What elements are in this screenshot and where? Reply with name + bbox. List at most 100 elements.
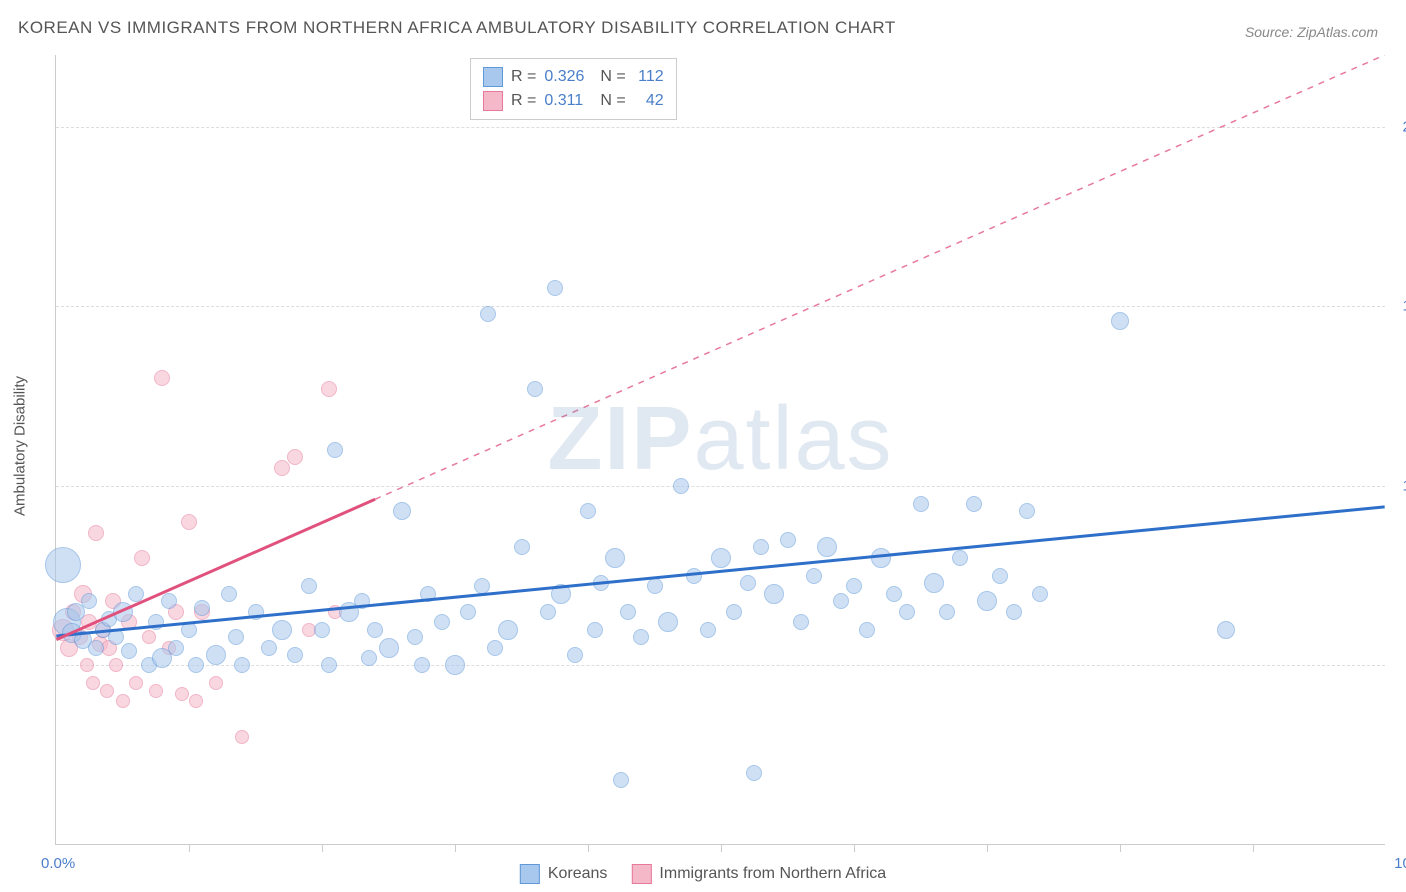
korean-point <box>248 604 264 620</box>
naf-trend-line-dashed <box>375 55 1385 499</box>
korean-point <box>379 638 399 658</box>
korean-point <box>514 539 530 555</box>
r-value: 0.326 <box>544 68 592 86</box>
korean-point <box>859 622 875 638</box>
legend-swatch <box>631 864 651 884</box>
korean-point <box>161 593 177 609</box>
korean-point <box>498 620 518 640</box>
korean-point <box>871 548 891 568</box>
korean-point <box>753 539 769 555</box>
korean-point <box>113 602 133 622</box>
naf-point <box>209 676 223 690</box>
naf-point <box>154 370 170 386</box>
korean-point <box>846 578 862 594</box>
naf-point <box>175 687 189 701</box>
korean-point <box>206 645 226 665</box>
korean-point <box>272 620 292 640</box>
series-legend: KoreansImmigrants from Northern Africa <box>520 864 886 884</box>
r-label: R = <box>511 92 536 110</box>
x-tick-label: 100.0% <box>1390 855 1406 872</box>
r-value: 0.311 <box>544 92 592 110</box>
korean-point <box>658 612 678 632</box>
x-tick <box>322 844 323 852</box>
naf-point <box>86 676 100 690</box>
naf-point <box>287 449 303 465</box>
naf-point <box>100 684 114 698</box>
korean-point <box>1019 503 1035 519</box>
korean-point <box>711 548 731 568</box>
korean-point <box>952 550 968 566</box>
korean-point <box>924 573 944 593</box>
gridline <box>56 486 1385 487</box>
korean-point <box>899 604 915 620</box>
korean-point <box>700 622 716 638</box>
korean-point <box>407 629 423 645</box>
korean-point <box>361 650 377 666</box>
y-tick-label: 20.0% <box>1390 118 1406 135</box>
korean-point <box>551 584 571 604</box>
r-label: R = <box>511 68 536 86</box>
korean-point <box>301 578 317 594</box>
naf-point <box>88 525 104 541</box>
x-tick <box>1253 844 1254 852</box>
korean-point <box>547 280 563 296</box>
korean-point <box>1217 621 1235 639</box>
korean-point <box>633 629 649 645</box>
korean-point <box>793 614 809 630</box>
y-axis-label: Ambulatory Disability <box>12 376 29 516</box>
korean-point <box>228 629 244 645</box>
korean-point <box>992 568 1008 584</box>
korean-point <box>726 604 742 620</box>
korean-point <box>487 640 503 656</box>
korean-point <box>593 575 609 591</box>
korean-point <box>527 381 543 397</box>
naf-point <box>129 676 143 690</box>
korean-point <box>540 604 556 620</box>
korean-point <box>460 604 476 620</box>
korean-point <box>474 578 490 594</box>
korean-point <box>833 593 849 609</box>
korean-point <box>647 578 663 594</box>
legend-swatch <box>520 864 540 884</box>
korean-point <box>168 640 184 656</box>
n-value: 112 <box>634 68 664 86</box>
watermark: ZIPatlas <box>547 388 893 491</box>
naf-point <box>235 730 249 744</box>
korean-point <box>806 568 822 584</box>
korean-point <box>314 622 330 638</box>
x-tick <box>588 844 589 852</box>
korean-point <box>188 657 204 673</box>
korean-point <box>420 586 436 602</box>
x-tick <box>854 844 855 852</box>
y-tick-label: 10.0% <box>1390 477 1406 494</box>
korean-point <box>108 629 124 645</box>
korean-point <box>45 547 81 583</box>
naf-point <box>274 460 290 476</box>
korean-point <box>1032 586 1048 602</box>
korean-point <box>445 655 465 675</box>
x-tick <box>455 844 456 852</box>
korean-point <box>613 772 629 788</box>
naf-point <box>109 658 123 672</box>
chart-title: KOREAN VS IMMIGRANTS FROM NORTHERN AFRIC… <box>18 18 896 38</box>
korean-point <box>686 568 702 584</box>
korean-point <box>194 600 210 616</box>
source-attribution: Source: ZipAtlas.com <box>1245 24 1378 40</box>
correlation-legend: R =0.326N =112R =0.311N =42 <box>470 58 677 120</box>
legend-label: Koreans <box>548 865 608 883</box>
n-label: N = <box>600 68 625 86</box>
legend-row: R =0.311N =42 <box>483 89 664 113</box>
legend-swatch <box>483 67 503 87</box>
korean-point <box>620 604 636 620</box>
korean-point <box>673 478 689 494</box>
x-tick <box>189 844 190 852</box>
korean-point <box>221 586 237 602</box>
korean-point <box>580 503 596 519</box>
gridline <box>56 665 1385 666</box>
korean-point <box>327 442 343 458</box>
korean-point <box>321 657 337 673</box>
korean-point <box>287 647 303 663</box>
korean-point <box>587 622 603 638</box>
naf-point <box>181 514 197 530</box>
legend-swatch <box>483 91 503 111</box>
